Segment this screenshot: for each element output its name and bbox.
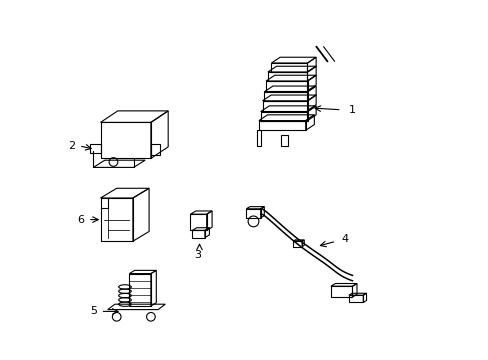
Text: 5: 5	[90, 306, 97, 316]
Text: 3: 3	[194, 250, 201, 260]
Text: 6: 6	[77, 215, 84, 225]
Text: 2: 2	[68, 141, 75, 151]
Text: 4: 4	[341, 234, 348, 244]
Text: 1: 1	[348, 105, 355, 115]
